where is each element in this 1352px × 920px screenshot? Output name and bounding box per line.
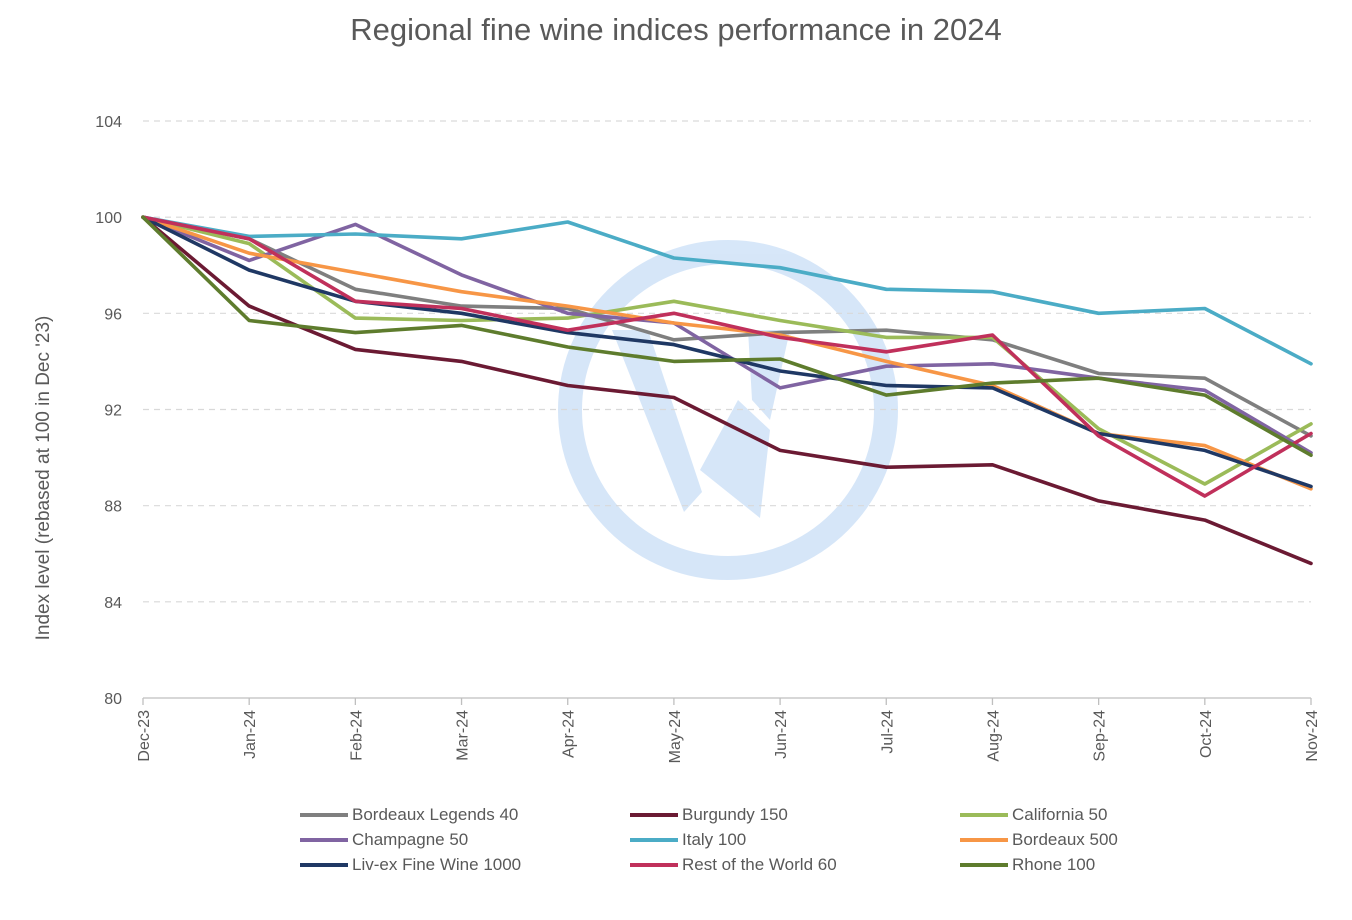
y-tick-label: 92 (104, 403, 122, 420)
legend-item: Burgundy 150 (630, 803, 960, 826)
x-tick-label: Apr-24 (561, 710, 578, 758)
legend-label: Bordeaux 500 (1012, 829, 1118, 849)
x-tick-label: Mar-24 (455, 710, 472, 761)
series-line-rhone-100 (141, 215, 1313, 458)
legend-swatch (960, 862, 1008, 867)
x-tick-label: Sep-24 (1092, 710, 1109, 762)
series-line-burgundy-150 (141, 215, 1313, 566)
x-tick-label: Aug-24 (985, 710, 1002, 762)
legend-label: Rhone 100 (1012, 854, 1096, 874)
y-tick-label: 100 (95, 210, 122, 227)
legend-item: Bordeaux Legends 40 (300, 803, 630, 826)
legend-item: Bordeaux 500 (960, 828, 1290, 851)
series-line-liv-ex-fine-wine-1000 (141, 215, 1313, 489)
series-line-bordeaux-legends-40 (141, 215, 1313, 438)
x-tick-label: Feb-24 (348, 710, 365, 761)
legend-label: Italy 100 (682, 829, 747, 849)
legend-item: Rest of the World 60 (630, 853, 960, 876)
chart-title: Regional fine wine indices performance i… (350, 12, 1002, 47)
legend-swatch (960, 837, 1008, 842)
legend-swatch (960, 812, 1008, 817)
legend-item: Liv-ex Fine Wine 1000 (300, 853, 630, 876)
legend-label: Rest of the World 60 (682, 854, 837, 874)
chart-legend: Bordeaux Legends 40 Burgundy 150 Californi… (300, 803, 1300, 876)
legend-item: Champagne 50 (300, 828, 630, 851)
legend-swatch (300, 862, 348, 867)
legend-item: Italy 100 (630, 828, 960, 851)
legend-swatch (630, 837, 678, 842)
legend-label: Liv-ex Fine Wine 1000 (352, 854, 522, 874)
x-tick-label: Jun-24 (773, 710, 790, 759)
legend-swatch (300, 837, 348, 842)
series-line-italy-100 (141, 215, 1313, 366)
x-tick-label: Jul-24 (879, 710, 896, 754)
legend-label: Champagne 50 (352, 829, 469, 849)
series-line-rest-of-the-world-60 (141, 215, 1313, 498)
legend-item: California 50 (960, 803, 1290, 826)
legend-label: Bordeaux Legends 40 (352, 804, 519, 824)
x-tick-label: Oct-24 (1198, 710, 1215, 758)
legend-label: Burgundy 150 (682, 804, 788, 824)
legend-label: California 50 (1012, 804, 1108, 824)
x-tick-label: May-24 (667, 710, 684, 763)
legend-swatch (300, 812, 348, 817)
y-tick-label: 96 (104, 306, 122, 323)
x-tick-label: Jan-24 (242, 710, 259, 759)
y-tick-label: 88 (104, 499, 122, 516)
legend-swatch (630, 862, 678, 867)
line-chart: 80 84 88 92 96 100 104 Dec-23 Jan-24 Feb-24 Mar-2… (33, 114, 1321, 763)
y-tick-label: 80 (104, 691, 122, 708)
y-tick-label: 84 (104, 595, 122, 612)
y-tick-label: 104 (95, 114, 122, 131)
legend-swatch (630, 812, 678, 817)
legend-item: Rhone 100 (960, 853, 1290, 876)
y-axis-label: Index level (rebased at 100 in Dec '23) (33, 316, 54, 641)
x-tick-label: Nov-24 (1304, 710, 1321, 762)
x-tick-label: Dec-23 (136, 710, 153, 762)
